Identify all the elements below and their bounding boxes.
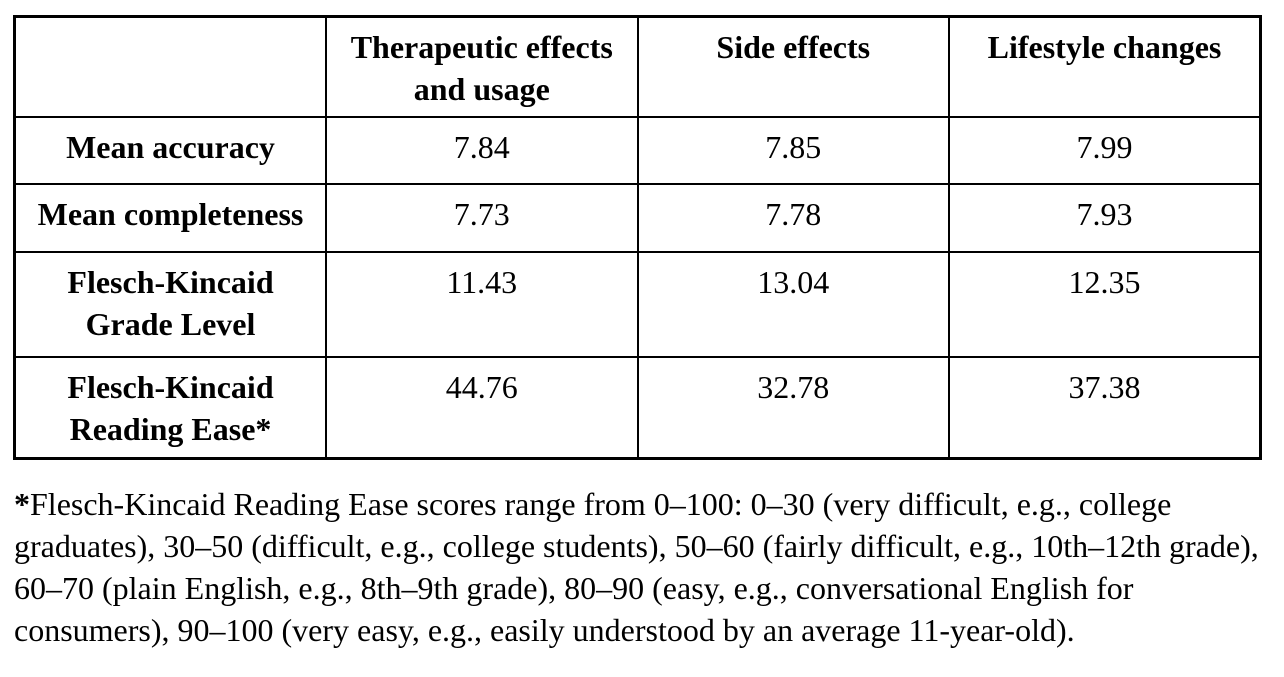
value-cell: 37.38 <box>948 355 1262 460</box>
footnote: *Flesch-Kincaid Reading Ease scores rang… <box>14 483 1276 651</box>
value-cell: 7.73 <box>325 182 639 253</box>
value-cell: 44.76 <box>325 355 639 460</box>
table-row-fk-grade-level: Flesch-Kincaid Grade Level 11.43 13.04 1… <box>13 250 1262 358</box>
readability-results-table: Therapeutic effects and usage Side effec… <box>13 15 1262 460</box>
value-cell: 7.85 <box>636 115 950 185</box>
header-row: Therapeutic effects and usage Side effec… <box>13 15 1262 118</box>
footnote-asterisk-marker: * <box>14 486 30 522</box>
row-label: Mean accuracy <box>13 115 327 185</box>
table-row-mean-accuracy: Mean accuracy 7.84 7.85 7.99 <box>13 115 1262 185</box>
row-label: Mean completeness <box>13 182 327 253</box>
value-cell: 7.99 <box>948 115 1262 185</box>
footnote-text: Flesch-Kincaid Reading Ease scores range… <box>14 486 1259 648</box>
value-cell: 12.35 <box>948 250 1262 358</box>
value-cell: 11.43 <box>325 250 639 358</box>
column-header-lifestyle-changes: Lifestyle changes <box>948 15 1262 118</box>
column-header-therapeutic-effects: Therapeutic effects and usage <box>325 15 639 118</box>
table-row-mean-completeness: Mean completeness 7.73 7.78 7.93 <box>13 182 1262 253</box>
corner-cell <box>13 15 327 118</box>
value-cell: 7.84 <box>325 115 639 185</box>
value-cell: 7.93 <box>948 182 1262 253</box>
value-cell: 7.78 <box>636 182 950 253</box>
row-label: Flesch-Kincaid Reading Ease* <box>13 355 327 460</box>
table-row-fk-reading-ease: Flesch-Kincaid Reading Ease* 44.76 32.78… <box>13 355 1262 460</box>
column-header-side-effects: Side effects <box>636 15 950 118</box>
row-label: Flesch-Kincaid Grade Level <box>13 250 327 358</box>
value-cell: 13.04 <box>636 250 950 358</box>
value-cell: 32.78 <box>636 355 950 460</box>
